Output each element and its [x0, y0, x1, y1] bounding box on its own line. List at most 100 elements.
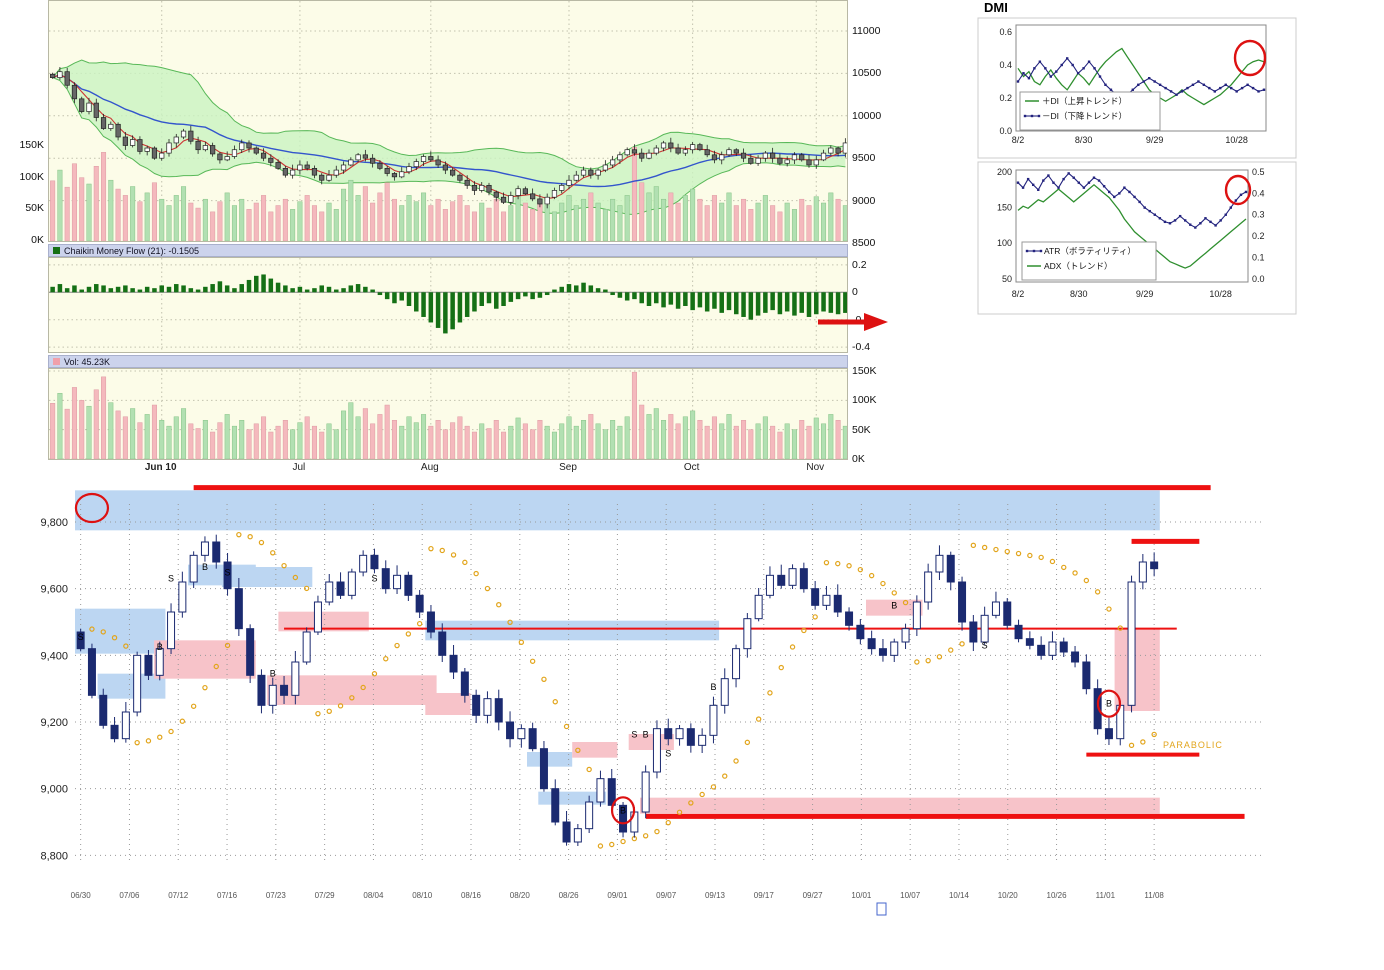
parabolic-sar-dot	[439, 547, 445, 554]
volume-label: Vol: 45.23K	[64, 356, 111, 367]
parabolic-sar-dot	[823, 559, 830, 566]
tick-label: 9,400	[40, 650, 68, 662]
parabolic-sar-dot	[258, 539, 265, 546]
highlight-circle	[1224, 174, 1252, 206]
highlight-circle	[1233, 39, 1267, 77]
tick-label: 200	[997, 167, 1012, 177]
tick-label: 11/01	[1096, 891, 1116, 900]
parabolic-sar-dot	[733, 758, 739, 764]
parabolic-sar-dot	[789, 644, 796, 650]
axis-label: 8500	[852, 237, 876, 249]
parabolic-sar-dot	[484, 585, 491, 592]
price-zone	[628, 734, 674, 750]
parabolic-sar-dot	[835, 560, 841, 567]
price-zone	[866, 599, 923, 616]
parabolic-sar-dot	[326, 708, 332, 715]
parabolic-sar-dot	[722, 773, 728, 779]
parabolic-sar-dot	[405, 631, 412, 637]
parabolic-sar-dot	[948, 647, 954, 653]
trade-signal-S: S	[168, 574, 174, 584]
parabolic-sar-dot	[179, 718, 186, 724]
price-zone	[278, 611, 369, 632]
axis-label: 0K	[852, 453, 865, 465]
parabolic-sar-dot	[925, 657, 931, 664]
tick-label: 07/16	[217, 891, 238, 900]
tick-label: 8/2	[1012, 135, 1025, 145]
tick-label: 07/23	[266, 891, 287, 900]
axis-label: 100K	[852, 394, 877, 407]
axis-label: 0.2	[852, 258, 867, 271]
parabolic-sar-dot	[552, 699, 558, 705]
parabolic-sar-dot	[1106, 606, 1112, 612]
tick-label: 10/01	[851, 891, 872, 900]
parabolic-sar-dot	[710, 784, 717, 790]
parabolic-sar-dot	[970, 542, 977, 549]
parabolic-sar-dot	[1140, 739, 1146, 745]
parabolic-sar-dot	[880, 580, 886, 587]
trade-signal-B: B	[710, 682, 716, 692]
parabolic-sar-dot	[360, 684, 366, 691]
tick-label: 08/26	[559, 891, 580, 900]
tick-label: ADX（トレンド）	[1044, 261, 1112, 271]
parabolic-sar-dot	[541, 676, 547, 682]
trade-signal-S: S	[665, 749, 671, 759]
trade-signal-B: B	[270, 669, 276, 679]
price-zone	[425, 620, 720, 641]
footer-glyph	[876, 902, 887, 916]
tick-label: 10/14	[949, 891, 970, 900]
parabolic-sar-dot	[857, 566, 864, 573]
price-zone	[75, 490, 1160, 531]
parabolic-sar-dot	[902, 599, 909, 606]
tick-label: 10/20	[998, 891, 1019, 900]
tick-label: 9,000	[40, 784, 68, 796]
tick-label: ATR（ボラティリティ）	[1044, 246, 1136, 256]
price-zone	[538, 791, 607, 805]
price-candlestick-chart	[48, 0, 848, 242]
price-zone	[572, 742, 618, 758]
trade-signal-B: B	[620, 805, 626, 815]
parabolic-sar-dot	[846, 563, 852, 569]
tick-label: 09/27	[803, 891, 824, 900]
trade-signal-B: B	[643, 730, 649, 740]
parabolic-sar-dot	[586, 766, 592, 773]
parabolic-sar-dot	[1072, 570, 1078, 576]
parabolic-sar-dot	[699, 791, 705, 798]
parabolic-sar-dot	[642, 833, 649, 839]
trade-signal-S: S	[631, 730, 637, 740]
parabolic-sar-dot	[575, 747, 581, 754]
tick-label: 8,800	[40, 850, 68, 862]
parabolic-sar-dot	[981, 544, 988, 551]
tick-label: 10/26	[1047, 891, 1068, 900]
parabolic-sar-dot	[993, 546, 999, 553]
parabolic-sar-dot	[1128, 742, 1135, 749]
dmi-panel-title: DMI	[984, 0, 1008, 15]
parabolic-sar-dot	[676, 809, 683, 815]
tick-label: 9/29	[1146, 135, 1164, 145]
chaikin-swatch-icon	[53, 247, 60, 254]
parabolic-sar-dot	[812, 614, 818, 620]
parabolic-sar-dot	[1027, 552, 1033, 559]
x-axis-label: Nov	[806, 462, 825, 473]
tick-label: 0.2	[999, 93, 1012, 103]
parabolic-sar-dot	[134, 739, 140, 746]
parabolic-sar-dot	[213, 663, 219, 670]
tick-label: ＋DI（上昇トレンド）	[1042, 96, 1127, 106]
parabolic-sar-dot	[563, 723, 570, 730]
axis-label: -0.2	[852, 313, 871, 326]
highlight-circle	[74, 492, 110, 524]
atr-legend	[1021, 241, 1157, 281]
axis-label: 10000	[852, 109, 882, 122]
trade-signal-S: S	[371, 574, 377, 584]
parabolic-sar-dot	[428, 545, 434, 552]
parabolic-sar-dot	[337, 703, 344, 709]
parabolic-sar-dot	[303, 585, 310, 592]
axis-label: 150K	[852, 365, 877, 377]
parabolic-sar-dot	[1049, 558, 1056, 565]
axis-label: 0K	[31, 234, 44, 246]
parabolic-sar-dot	[665, 819, 671, 826]
highlight-circle	[1096, 689, 1122, 718]
tick-label: 10/28	[1209, 289, 1232, 299]
parabolic-sar-dot	[778, 664, 784, 671]
tick-label: 100	[997, 238, 1012, 248]
